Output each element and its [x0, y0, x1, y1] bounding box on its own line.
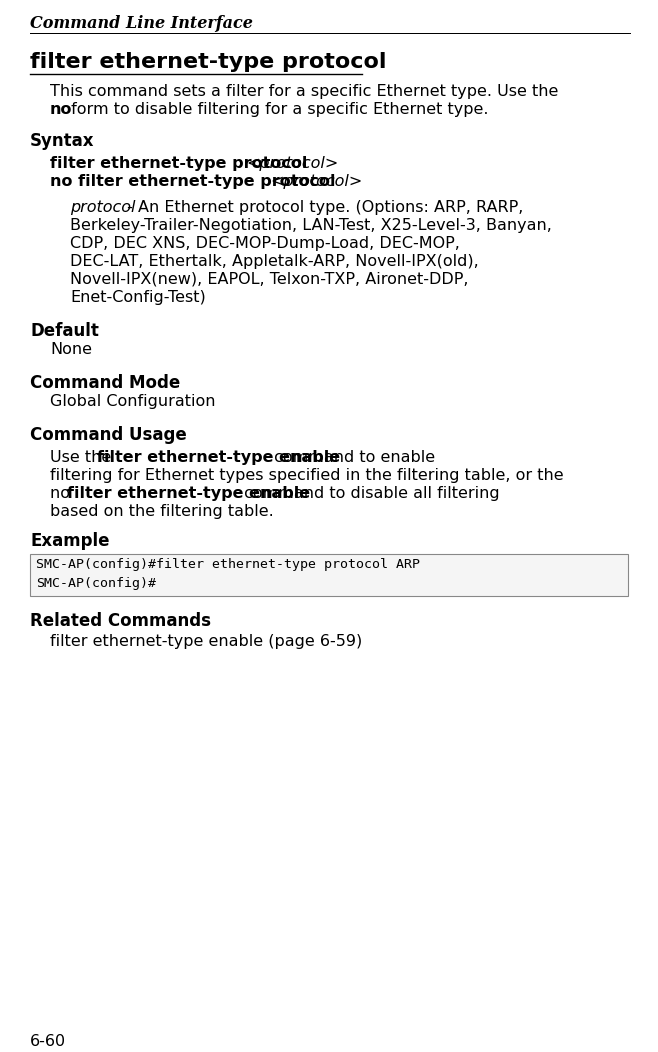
- Text: Related Commands: Related Commands: [30, 612, 211, 630]
- Text: filtering for Ethernet types specified in the filtering table, or the: filtering for Ethernet types specified i…: [50, 468, 564, 483]
- Text: 6-60: 6-60: [30, 1034, 66, 1049]
- Text: <protocol>: <protocol>: [246, 156, 338, 171]
- Text: filter ethernet-type protocol: filter ethernet-type protocol: [30, 52, 386, 72]
- Text: - An Ethernet protocol type. (Options: ARP, RARP,: - An Ethernet protocol type. (Options: A…: [122, 200, 523, 215]
- Text: Example: Example: [30, 532, 109, 550]
- Text: This command sets a filter for a specific Ethernet type. Use the: This command sets a filter for a specifi…: [50, 84, 559, 99]
- Text: SMC-AP(config)#filter ethernet-type protocol ARP: SMC-AP(config)#filter ethernet-type prot…: [36, 558, 420, 571]
- Text: filter ethernet-type enable: filter ethernet-type enable: [67, 486, 310, 501]
- Text: Berkeley-Trailer-Negotiation, LAN-Test, X25-Level-3, Banyan,: Berkeley-Trailer-Negotiation, LAN-Test, …: [70, 218, 552, 232]
- Text: DEC-LAT, Ethertalk, Appletalk-ARP, Novell-IPX(old),: DEC-LAT, Ethertalk, Appletalk-ARP, Novel…: [70, 254, 479, 269]
- Text: Command Usage: Command Usage: [30, 426, 187, 444]
- Text: no: no: [50, 486, 75, 501]
- Text: filter ethernet-type protocol: filter ethernet-type protocol: [50, 156, 313, 171]
- Text: Command Line Interface: Command Line Interface: [30, 15, 253, 32]
- Text: <protocol>: <protocol>: [270, 174, 363, 189]
- Text: Enet-Config-Test): Enet-Config-Test): [70, 290, 206, 305]
- Text: command to enable: command to enable: [269, 450, 435, 465]
- Text: CDP, DEC XNS, DEC-MOP-Dump-Load, DEC-MOP,: CDP, DEC XNS, DEC-MOP-Dump-Load, DEC-MOP…: [70, 236, 460, 251]
- Text: form to disable filtering for a specific Ethernet type.: form to disable filtering for a specific…: [66, 102, 488, 117]
- Text: no: no: [50, 102, 72, 117]
- Text: None: None: [50, 342, 92, 357]
- Text: filter ethernet-type enable (page 6-59): filter ethernet-type enable (page 6-59): [50, 634, 363, 649]
- Text: Global Configuration: Global Configuration: [50, 394, 216, 409]
- Text: SMC-AP(config)#: SMC-AP(config)#: [36, 576, 156, 590]
- Text: Command Mode: Command Mode: [30, 375, 180, 392]
- Text: based on the filtering table.: based on the filtering table.: [50, 504, 274, 519]
- Text: no filter ethernet-type protocol: no filter ethernet-type protocol: [50, 174, 341, 189]
- Text: command to disable all filtering: command to disable all filtering: [239, 486, 499, 501]
- Text: Default: Default: [30, 322, 99, 340]
- Text: Syntax: Syntax: [30, 132, 95, 150]
- Text: protocol: protocol: [70, 200, 136, 215]
- Text: Use the: Use the: [50, 450, 116, 465]
- Text: filter ethernet-type enable: filter ethernet-type enable: [97, 450, 340, 465]
- Bar: [30, 554, 628, 596]
- Text: Novell-IPX(new), EAPOL, Telxon-TXP, Aironet-DDP,: Novell-IPX(new), EAPOL, Telxon-TXP, Airo…: [70, 272, 468, 287]
